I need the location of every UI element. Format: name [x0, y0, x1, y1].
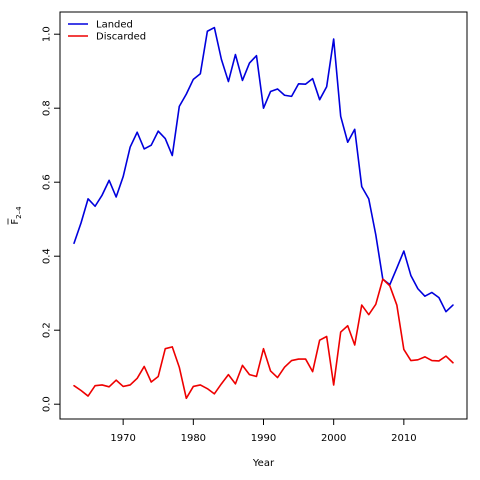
- x-tick-label: 1990: [251, 433, 276, 444]
- y-axis: 0.0 0.2 0.4 0.6 0.8 1.0: [42, 26, 60, 412]
- legend-label-landed: Landed: [96, 20, 133, 31]
- plot-series-group: [73, 26, 454, 400]
- series-line-discarded: [73, 278, 454, 400]
- y-tick-label: 0.4: [42, 248, 53, 264]
- y-axis-label: F2–4: [7, 206, 23, 225]
- x-tick-label: 2000: [321, 433, 346, 444]
- y-tick-label: 0.0: [42, 396, 53, 412]
- y-axis-label-subscript: 2–4: [15, 206, 23, 219]
- y-tick-label: 0.2: [42, 322, 53, 338]
- y-tick-label: 0.6: [42, 174, 53, 190]
- x-tick-label: 2010: [391, 433, 416, 444]
- x-tick-label: 1970: [110, 433, 135, 444]
- y-axis-label-main: F: [10, 219, 21, 225]
- series-line-landed: [73, 26, 454, 313]
- x-axis-label: Year: [252, 458, 275, 469]
- y-tick-label: 0.8: [42, 100, 53, 116]
- x-axis: 1970 1980 1990 2000 2010: [110, 419, 417, 444]
- legend-label-discarded: Discarded: [96, 32, 146, 43]
- x-tick-label: 1980: [181, 433, 206, 444]
- svg-text:F2–4: F2–4: [10, 206, 23, 225]
- y-tick-label: 1.0: [42, 26, 53, 42]
